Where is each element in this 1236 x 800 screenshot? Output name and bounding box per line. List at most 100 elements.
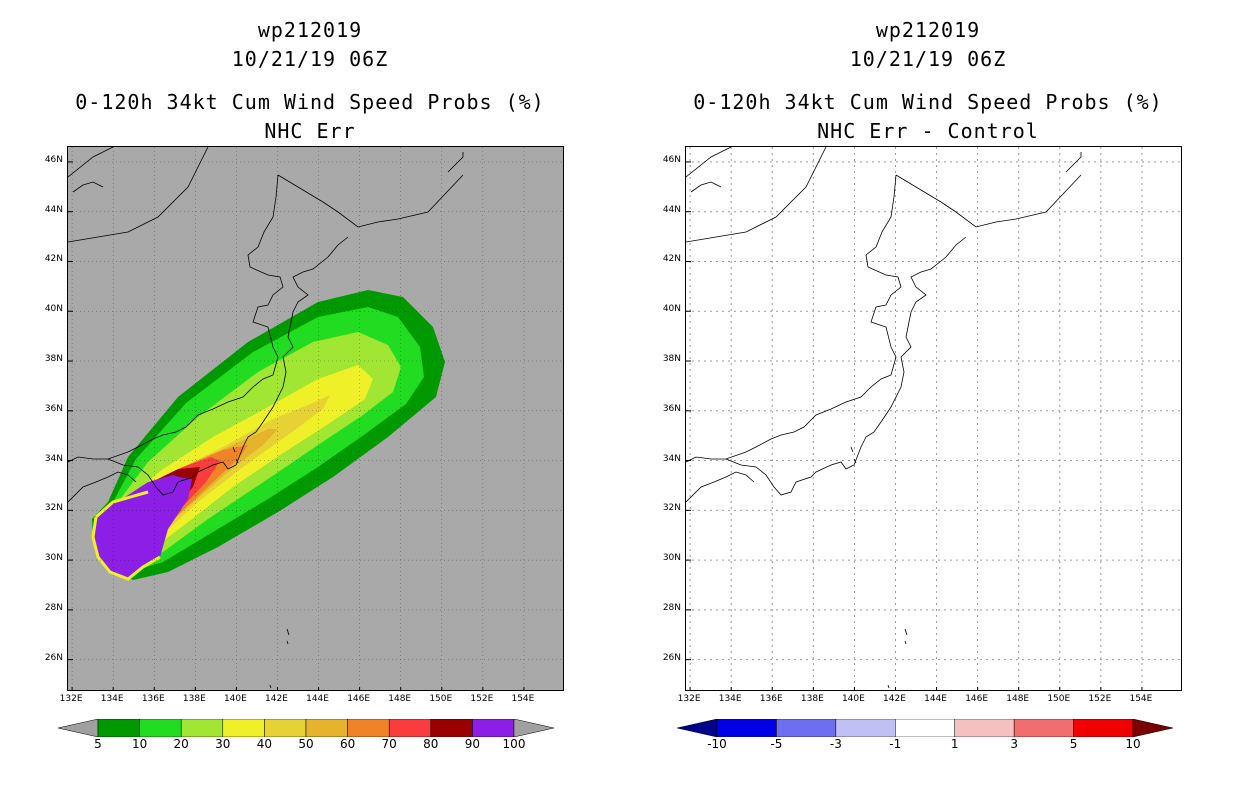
colorbar-label: -10: [707, 737, 727, 751]
lat-label: 44N: [662, 204, 681, 215]
colorbar-label: 40: [256, 737, 273, 751]
lon-label: 152E: [1088, 694, 1112, 704]
coastlines: [686, 147, 1082, 503]
colorbar-label: 30: [215, 737, 231, 751]
panel-subtitle: NHC Err - Control: [817, 119, 1039, 143]
lat-label: 42N: [662, 254, 681, 265]
colorbar-label: -3: [829, 737, 842, 751]
islands: [850, 446, 908, 689]
coastlines: [68, 147, 464, 503]
lon-label: 142E: [883, 694, 906, 704]
lon-label: 144E: [306, 694, 329, 704]
colorbar-label: 1: [950, 737, 959, 751]
colorbar-segment: [305, 719, 348, 737]
lon-label: 146E: [347, 694, 371, 704]
lat-label: 38N: [662, 354, 681, 365]
colorbar-segment: [180, 719, 224, 737]
colorbar-label: -5: [770, 737, 783, 751]
lon-label: 150E: [1047, 694, 1071, 704]
lat-label: 32N: [662, 503, 681, 514]
colorbar-max-arrow: [513, 719, 554, 737]
storm-id: wp212019: [875, 18, 981, 42]
lon-label: 132E: [59, 694, 83, 704]
left-panel-title: wp212019 10/21/19 06Z 0-120h 34kt Cum Wi…: [40, 16, 580, 146]
lat-label: 46N: [662, 154, 681, 165]
colorbar-label: 60: [339, 737, 356, 751]
lon-label: 132E: [677, 694, 701, 704]
panel-subtitle: NHC Err: [264, 119, 356, 143]
lat-label: 42N: [44, 254, 63, 265]
lat-label: 26N: [44, 652, 63, 663]
colorbar-label: 80: [423, 737, 439, 751]
colorbar-min-arrow: [58, 719, 99, 737]
lon-label: 154E: [1129, 694, 1153, 704]
colorbar-segment: [472, 719, 515, 737]
product-name: 0-120h 34kt Cum Wind Speed Probs (%): [75, 90, 545, 114]
colorbar-label: 10: [131, 737, 148, 751]
probability-map-canvas: [68, 147, 563, 690]
colorbar-segment: [347, 719, 390, 737]
lon-label: 134E: [718, 694, 742, 704]
lat-label: 32N: [44, 503, 63, 514]
lon-label: 150E: [429, 694, 453, 704]
lon-label: 146E: [965, 694, 989, 704]
lat-label: 26N: [662, 652, 681, 663]
lat-label: 36N: [44, 403, 63, 414]
lat-label: 38N: [44, 354, 63, 365]
lon-label: 154E: [511, 694, 535, 704]
lat-label: 34N: [44, 453, 63, 464]
difference-map-canvas: [686, 147, 1181, 690]
contour-100pct: [93, 477, 192, 579]
difference-map: [685, 146, 1182, 691]
colorbar-segment: [1073, 719, 1134, 737]
contour-outer-ring: [91, 490, 161, 581]
colorbar-segment: [954, 719, 1015, 737]
colorbar-segment: [895, 719, 955, 737]
lon-label: 138E: [800, 694, 824, 704]
lon-label: 142E: [265, 694, 288, 704]
probability-swath: [91, 290, 445, 581]
islands: [232, 446, 290, 689]
colorbar-label: -1: [889, 737, 902, 751]
lat-label: 46N: [44, 154, 63, 165]
colorbar-segment: [222, 719, 265, 737]
probability-map: [67, 146, 564, 691]
lat-label: 28N: [662, 602, 681, 613]
lat-label: 40N: [44, 304, 63, 315]
lon-label: 144E: [924, 694, 947, 704]
lon-label: 140E: [841, 694, 865, 704]
colorbar-segment: [776, 719, 837, 737]
forecast-time: 10/21/19 06Z: [849, 47, 1007, 71]
lat-label: 28N: [44, 602, 63, 613]
lon-label: 134E: [100, 694, 124, 704]
right-colorbar: [677, 719, 1173, 737]
lon-label: 140E: [223, 694, 247, 704]
colorbar-label: 20: [173, 737, 189, 751]
storm-id: wp212019: [257, 18, 363, 42]
colorbar-label: 70: [381, 737, 397, 751]
colorbar-segment: [264, 719, 307, 737]
colorbar-label: 3: [1010, 737, 1018, 751]
forecast-time: 10/21/19 06Z: [231, 47, 389, 71]
colorbar-label: 10: [1125, 737, 1141, 751]
colorbar-segment: [1013, 719, 1074, 737]
lon-label: 136E: [141, 694, 165, 704]
grid-lines: [686, 147, 1181, 690]
lat-label: 34N: [662, 453, 681, 464]
lat-label: 30N: [662, 553, 681, 564]
lon-label: 136E: [759, 694, 783, 704]
lon-label: 148E: [1006, 694, 1030, 704]
colorbar-min-arrow: [677, 719, 718, 737]
colorbar-segment: [430, 719, 473, 737]
colorbar-segment: [97, 719, 140, 737]
colorbar-segment: [139, 719, 182, 737]
lat-label: 30N: [44, 553, 63, 564]
colorbar-label: 90: [464, 737, 481, 751]
colorbar-segment: [388, 719, 432, 737]
lon-label: 152E: [470, 694, 494, 704]
colorbar-label: 5: [1069, 737, 1078, 751]
lat-label: 36N: [662, 403, 681, 414]
grid-lines: [68, 147, 563, 690]
lat-label: 44N: [44, 204, 63, 215]
product-name: 0-120h 34kt Cum Wind Speed Probs (%): [693, 90, 1163, 114]
